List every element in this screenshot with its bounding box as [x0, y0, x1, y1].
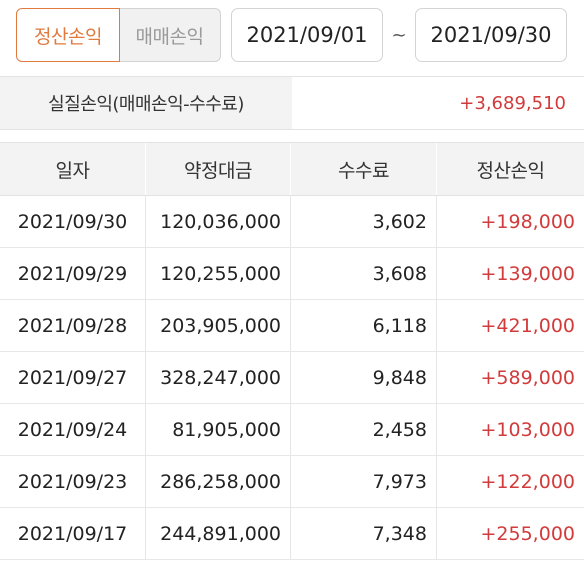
- net-pnl-summary: 실질손익(매매손익-수수료) +3,689,510: [0, 76, 584, 130]
- header-trade-amount: 약정대금: [146, 143, 291, 195]
- row-settlement-pnl: +103,000: [480, 418, 576, 441]
- row-settlement-pnl: +139,000: [480, 262, 576, 285]
- row-date: 2021/09/27: [0, 352, 146, 403]
- row-date: 2021/09/23: [0, 456, 146, 507]
- row-settlement-pnl: +122,000: [480, 470, 576, 493]
- header-date: 일자: [0, 143, 146, 195]
- net-pnl-value: +3,689,510: [459, 92, 566, 114]
- row-trade-amount: 81,905,000: [146, 404, 291, 455]
- daily-pnl-table: 일자 약정대금 수수료 정산손익 2021/09/30 120,036,000 …: [0, 142, 584, 560]
- end-date-field[interactable]: 2021/09/30: [415, 8, 567, 62]
- table-row[interactable]: 2021/09/23 286,258,000 7,973 +122,000: [0, 456, 584, 508]
- row-settlement-pnl: +421,000: [480, 314, 576, 337]
- start-date-field[interactable]: 2021/09/01: [231, 8, 383, 62]
- row-trade-amount: 120,255,000: [146, 248, 291, 299]
- row-date: 2021/09/17: [0, 508, 146, 559]
- table-row[interactable]: 2021/09/30 120,036,000 3,602 +198,000: [0, 196, 584, 248]
- row-trade-amount: 328,247,000: [146, 352, 291, 403]
- row-date: 2021/09/24: [0, 404, 146, 455]
- row-settlement-pnl: +589,000: [480, 366, 576, 389]
- header-settlement-pnl: 정산손익: [476, 159, 545, 182]
- row-fee: 7,973: [291, 456, 437, 507]
- row-date: 2021/09/28: [0, 300, 146, 351]
- row-trade-amount: 203,905,000: [146, 300, 291, 351]
- row-fee: 3,608: [291, 248, 437, 299]
- row-fee: 9,848: [291, 352, 437, 403]
- row-fee: 2,458: [291, 404, 437, 455]
- row-trade-amount: 120,036,000: [146, 196, 291, 247]
- table-row[interactable]: 2021/09/28 203,905,000 6,118 +421,000: [0, 300, 584, 352]
- row-fee: 6,118: [291, 300, 437, 351]
- net-pnl-label: 실질손익(매매손익-수수료): [0, 77, 292, 129]
- table-row[interactable]: 2021/09/29 120,255,000 3,608 +139,000: [0, 248, 584, 300]
- row-settlement-pnl: +198,000: [480, 210, 576, 233]
- row-settlement-pnl: +255,000: [480, 522, 576, 545]
- row-fee: 3,602: [291, 196, 437, 247]
- row-date: 2021/09/29: [0, 248, 146, 299]
- row-fee: 7,348: [291, 508, 437, 559]
- header-fee: 수수료: [291, 143, 437, 195]
- table-row[interactable]: 2021/09/24 81,905,000 2,458 +103,000: [0, 404, 584, 456]
- table-row[interactable]: 2021/09/17 244,891,000 7,348 +255,000: [0, 508, 584, 560]
- filter-toolbar: 정산손익 매매손익 2021/09/01 ~ 2021/09/30: [0, 0, 584, 76]
- row-date: 2021/09/30: [0, 196, 146, 247]
- table-header: 일자 약정대금 수수료 정산손익: [0, 143, 584, 196]
- table-row[interactable]: 2021/09/27 328,247,000 9,848 +589,000: [0, 352, 584, 404]
- tab-settlement-pnl[interactable]: 정산손익: [16, 8, 120, 62]
- tab-trading-pnl[interactable]: 매매손익: [119, 8, 221, 62]
- row-trade-amount: 286,258,000: [146, 456, 291, 507]
- date-range-separator: ~: [391, 24, 407, 46]
- row-trade-amount: 244,891,000: [146, 508, 291, 559]
